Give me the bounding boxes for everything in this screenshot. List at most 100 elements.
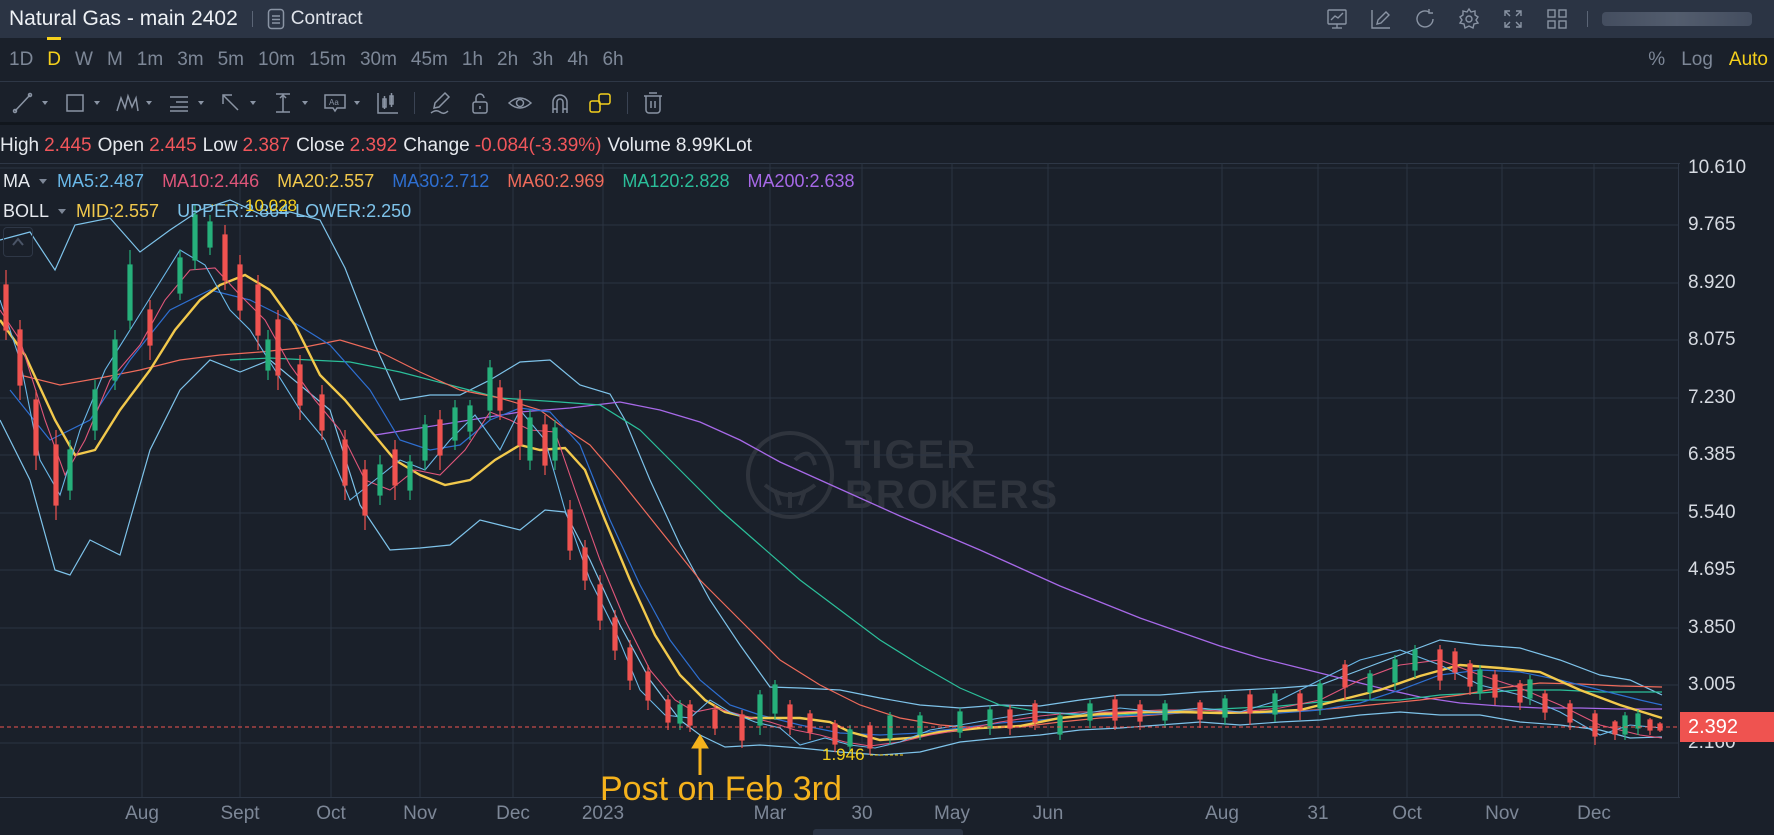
timeframe-45m[interactable]: 45m [410, 48, 448, 70]
timeframe-10m[interactable]: 10m [258, 48, 295, 70]
price-chart[interactable] [0, 0, 1680, 800]
chevron-down-icon[interactable] [58, 209, 67, 214]
y-tick: 5.540 [1688, 502, 1736, 523]
timeframe-W[interactable]: W [75, 48, 93, 70]
ma-legend: MA MA5:2.487 MA10:2.446 MA20:2.557 MA30:… [3, 171, 873, 192]
trend-line-icon [12, 92, 33, 113]
boll-upper-value: UPPER:2.864 [177, 201, 290, 221]
delete-drawings-tool[interactable] [640, 90, 666, 116]
lock-tool[interactable] [467, 90, 493, 116]
chevron-up-icon [12, 237, 24, 246]
ma30-line [9, 289, 1663, 736]
chart-screen-icon[interactable] [1323, 5, 1351, 33]
period-high-label: 10.028 [245, 196, 297, 215]
visibility-tool[interactable] [507, 90, 533, 116]
high-label: High [0, 135, 40, 156]
chevron-down-icon [354, 100, 360, 105]
magnet-tool[interactable] [547, 90, 573, 116]
refresh-icon[interactable] [1411, 5, 1439, 33]
toolbar-divider [414, 91, 415, 114]
link-tool[interactable] [587, 90, 613, 116]
contract-button[interactable]: Contract [267, 8, 363, 30]
x-tick: Dec [1577, 803, 1611, 824]
draw-icon[interactable] [1367, 5, 1395, 33]
candlestick-icon [377, 92, 398, 114]
open-value: 2.445 [149, 135, 197, 156]
arrow-tool[interactable] [218, 90, 256, 116]
measure-icon [276, 92, 290, 113]
volume-label: Volume [607, 135, 671, 156]
timeframe-5m[interactable]: 5m [217, 48, 245, 70]
layout-grid-icon[interactable] [1543, 5, 1571, 33]
x-tick: Sept [220, 803, 260, 824]
eye-icon [507, 96, 533, 109]
ma30-value: MA30:2.712 [392, 171, 490, 191]
timeframe-M[interactable]: M [106, 48, 123, 70]
collapse-legend-button[interactable] [3, 227, 33, 257]
header-actions [1307, 0, 1774, 38]
y-tick: 8.920 [1688, 272, 1736, 293]
ma120-line [229, 357, 1662, 716]
ma-legend-name[interactable]: MA [3, 171, 30, 191]
ma5-value: MA5:2.487 [57, 171, 145, 191]
y-tick: 8.075 [1688, 329, 1736, 350]
unlock-icon [472, 92, 488, 114]
time-scroll-handle[interactable] [813, 829, 963, 835]
price-axis-divider [1678, 163, 1679, 797]
y-tick: 4.695 [1688, 559, 1736, 580]
pencil-icon [430, 91, 451, 114]
chevron-down-icon[interactable] [39, 179, 47, 184]
timeframe-1h[interactable]: 1h [461, 48, 484, 70]
pattern-tool[interactable] [114, 90, 152, 116]
timeframe-30m[interactable]: 30m [359, 48, 397, 70]
fib-levels-tool[interactable] [166, 90, 204, 116]
scale-auto-toggle[interactable]: Auto [1728, 49, 1768, 70]
timeframe-2h[interactable]: 2h [497, 48, 519, 70]
timeframe-3h[interactable]: 3h [532, 48, 554, 70]
timeframe-D[interactable]: D [47, 36, 62, 70]
boll-legend: BOLL MID:2.557 UPPER:2.864 LOWER:2.250 [3, 201, 429, 222]
pencil-tool[interactable] [427, 90, 453, 116]
timeframe-1D[interactable]: 1D [9, 48, 34, 70]
x-tick: May [934, 803, 970, 824]
pattern-icon [116, 92, 139, 111]
scale-log-toggle[interactable]: Log [1681, 49, 1713, 70]
ma120-value: MA120:2.828 [622, 171, 730, 191]
x-tick: Oct [316, 803, 346, 824]
low-label: Low [202, 135, 238, 156]
low-value: 2.387 [242, 135, 291, 156]
x-tick: 2023 [581, 803, 625, 824]
timeframe-1m[interactable]: 1m [136, 48, 164, 70]
rectangle-tool[interactable] [62, 90, 100, 116]
x-tick: Mar [753, 803, 787, 824]
timeframe-6h[interactable]: 6h [602, 48, 624, 70]
chart-plot-area[interactable] [0, 163, 1680, 797]
volume-value: 8.99KLot [675, 135, 752, 156]
timeframe-bar: 1D D W M 1m 3m 5m 10m 15m 30m 45m 1h 2h … [0, 36, 1774, 82]
magnet-icon [552, 93, 568, 113]
scale-percent-toggle[interactable]: % [1648, 49, 1666, 70]
measure-tool[interactable] [270, 90, 308, 116]
timeframe-4h[interactable]: 4h [567, 48, 589, 70]
chevron-down-icon [42, 100, 48, 105]
text-note-icon: Aa [324, 93, 346, 112]
text-note-tool[interactable]: Aa [322, 90, 360, 116]
trend-line-tool[interactable] [10, 90, 48, 116]
account-name-redacted[interactable] [1602, 12, 1752, 26]
x-tick: Aug [1205, 803, 1239, 824]
indicator-tool[interactable] [374, 90, 400, 116]
close-value: 2.392 [349, 135, 398, 156]
fullscreen-icon[interactable] [1499, 5, 1527, 33]
x-tick: Nov [1485, 803, 1519, 824]
post-annotation-label: Post on Feb 3rd [600, 770, 842, 808]
high-value: 2.445 [44, 135, 92, 156]
ohlc-info-row: High 2.445 Open 2.445 Low 2.387 Close 2.… [0, 132, 752, 160]
ma60-value: MA60:2.969 [507, 171, 605, 191]
settings-icon[interactable] [1455, 5, 1483, 33]
ma200-line [374, 401, 1662, 710]
timeframe-15m[interactable]: 15m [308, 48, 346, 70]
tiger-logo-icon [746, 431, 834, 519]
ma10-value: MA10:2.446 [162, 171, 260, 191]
boll-legend-name[interactable]: BOLL [3, 201, 50, 221]
timeframe-3m[interactable]: 3m [177, 48, 204, 70]
